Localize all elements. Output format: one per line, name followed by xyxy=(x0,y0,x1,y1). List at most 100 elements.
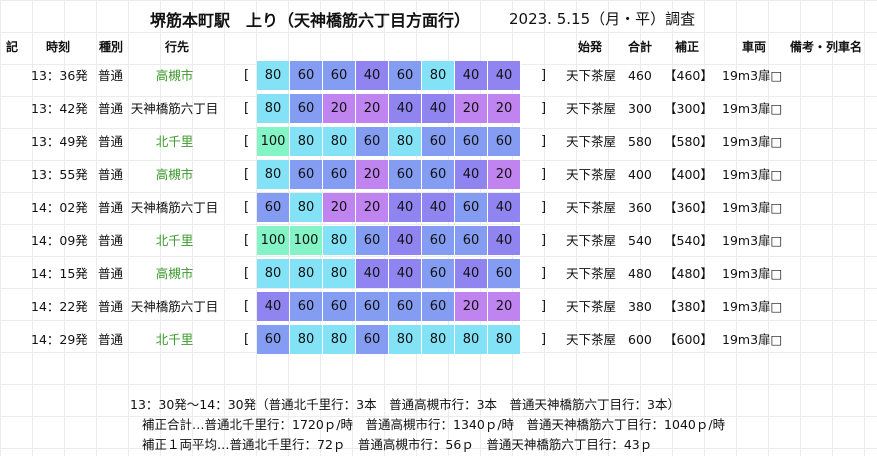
car-congestion-cell: 80 xyxy=(257,94,290,123)
table-row: 13：36発 普通 高槻市[] 80 60 60 40 60 80 40 40 天下茶屋 460 【460… xyxy=(0,61,877,91)
car-congestion-cell: 20 xyxy=(455,94,488,123)
car-congestion-cell: 40 xyxy=(455,259,488,288)
total-value: 380 xyxy=(628,299,652,314)
car-congestion-cell: 80 xyxy=(257,259,290,288)
total-value: 300 xyxy=(628,101,652,116)
car-congestion-cell: 60 xyxy=(488,127,521,156)
car-congestion-cell: 60 xyxy=(389,292,422,321)
footer-line-3: 補正１両平均…普通北千里行：72ｐ 普通高槻市行：56ｐ 普通天神橋筋六丁目行：… xyxy=(142,437,653,452)
car-congestion-cell: 80 xyxy=(323,127,356,156)
corrected-value: 【540】 xyxy=(664,233,713,248)
destination: 高槻市 xyxy=(155,167,194,182)
car-congestion-cell: 60 xyxy=(323,61,356,90)
bracket-close: ] xyxy=(541,167,547,182)
vehicle-info: 19m3扉□ xyxy=(722,134,783,149)
train-type: 普通 xyxy=(98,233,124,248)
vehicle-info: 19m3扉□ xyxy=(722,332,783,347)
departure-time: 13：49発 xyxy=(31,134,88,149)
car-congestion-cell: 40 xyxy=(257,292,290,321)
car-congestion-cell: 60 xyxy=(323,160,356,189)
car-congestion-cell: 80 xyxy=(290,325,323,354)
corrected-value: 【360】 xyxy=(664,200,713,215)
car-congestion-cell: 40 xyxy=(422,193,455,222)
bracket-close: ] xyxy=(541,233,547,248)
total-value: 580 xyxy=(628,134,652,149)
table-row: 14：02発 普通 天神橋筋六丁目[] 60 80 20 20 40 40 60 40 天下茶屋 360… xyxy=(0,193,877,223)
car-congestion-cell: 20 xyxy=(356,160,389,189)
car-congestion-cell: 60 xyxy=(422,259,455,288)
origin-station: 天下茶屋 xyxy=(566,134,617,149)
car-congestion-cell: 100 xyxy=(290,226,323,255)
vehicle-info: 19m3扉□ xyxy=(722,266,783,281)
bracket-open: [ xyxy=(244,233,250,248)
train-type: 普通 xyxy=(98,266,124,281)
origin-station: 天下茶屋 xyxy=(566,101,617,116)
departure-time: 14：02発 xyxy=(31,200,88,215)
header-origin: 始発 xyxy=(578,40,603,54)
car-congestion-cell: 80 xyxy=(257,160,290,189)
corrected-value: 【400】 xyxy=(664,167,713,182)
bracket-close: ] xyxy=(541,101,547,116)
car-congestion-cell: 60 xyxy=(422,127,455,156)
car-congestion-cell: 80 xyxy=(422,61,455,90)
car-congestion-cell: 60 xyxy=(290,94,323,123)
car-congestion-cell: 40 xyxy=(488,193,521,222)
footer-line-2: 補正合計…普通北千里行：1720ｐ/時 普通高槻市行：1340ｐ/時 普通天神橋… xyxy=(142,417,726,432)
car-congestion-cell: 40 xyxy=(356,259,389,288)
total-value: 460 xyxy=(628,68,652,83)
page-title: 堺筋本町駅 上り（天神橋筋六丁目方面行） xyxy=(150,11,471,30)
car-congestion-cell: 60 xyxy=(389,160,422,189)
car-congestion-cell: 80 xyxy=(455,325,488,354)
destination: 北千里 xyxy=(155,134,194,149)
table-row: 13：55発 普通 高槻市[] 80 60 60 20 60 60 40 20 天下茶屋 400 【400… xyxy=(0,160,877,190)
car-congestion-cell: 20 xyxy=(488,160,521,189)
destination: 北千里 xyxy=(155,332,194,347)
bracket-close: ] xyxy=(541,134,547,149)
table-row: 14：15発 普通 高槻市[] 80 80 80 40 40 60 40 60 天下茶屋 480 【480… xyxy=(0,259,877,289)
car-congestion-cell: 80 xyxy=(422,325,455,354)
vehicle-info: 19m3扉□ xyxy=(722,299,783,314)
vehicle-info: 19m3扉□ xyxy=(722,233,783,248)
car-congestion-cell: 40 xyxy=(488,226,521,255)
total-value: 360 xyxy=(628,200,652,215)
corrected-value: 【380】 xyxy=(664,299,713,314)
bracket-open: [ xyxy=(244,299,250,314)
bracket-open: [ xyxy=(244,101,250,116)
origin-station: 天下茶屋 xyxy=(566,332,617,347)
bracket-close: ] xyxy=(541,200,547,215)
car-congestion-cell: 60 xyxy=(257,325,290,354)
table-row: 14：22発 普通 天神橋筋六丁目[] 40 60 60 60 60 60 20 20 天下茶屋 380… xyxy=(0,292,877,322)
car-congestion-cell: 80 xyxy=(290,127,323,156)
departure-time: 14：15発 xyxy=(31,266,88,281)
train-type: 普通 xyxy=(98,68,124,83)
bracket-close: ] xyxy=(541,332,547,347)
table-row: 13：42発 普通 天神橋筋六丁目[] 80 60 20 20 40 40 20 20 天下茶屋 300… xyxy=(0,94,877,124)
car-congestion-cell: 40 xyxy=(356,61,389,90)
origin-station: 天下茶屋 xyxy=(566,200,617,215)
car-congestion-cell: 60 xyxy=(323,292,356,321)
header-vehicle: 車両 xyxy=(742,40,767,54)
car-congestion-cell: 60 xyxy=(356,292,389,321)
car-congestion-cell: 80 xyxy=(323,259,356,288)
car-congestion-cell: 60 xyxy=(422,160,455,189)
corrected-value: 【300】 xyxy=(664,101,713,116)
car-congestion-cell: 60 xyxy=(422,226,455,255)
destination: 天神橋筋六丁目 xyxy=(130,101,219,116)
departure-time: 13：36発 xyxy=(31,68,88,83)
car-congestion-cell: 60 xyxy=(356,325,389,354)
car-congestion-cell: 60 xyxy=(422,292,455,321)
header-type: 種別 xyxy=(99,40,124,54)
car-congestion-cell: 60 xyxy=(488,259,521,288)
car-congestion-cell: 20 xyxy=(488,94,521,123)
car-congestion-cell: 80 xyxy=(290,259,323,288)
vehicle-info: 19m3扉□ xyxy=(722,101,783,116)
train-type: 普通 xyxy=(98,200,124,215)
bracket-close: ] xyxy=(541,299,547,314)
destination: 高槻市 xyxy=(155,68,194,83)
car-congestion-cell: 60 xyxy=(290,61,323,90)
car-congestion-cell: 80 xyxy=(323,226,356,255)
survey-date: 2023. 5.15（月・平）調査 xyxy=(509,10,696,28)
car-congestion-cell: 60 xyxy=(389,61,422,90)
header-time: 時刻 xyxy=(46,40,71,54)
corrected-value: 【580】 xyxy=(664,134,713,149)
